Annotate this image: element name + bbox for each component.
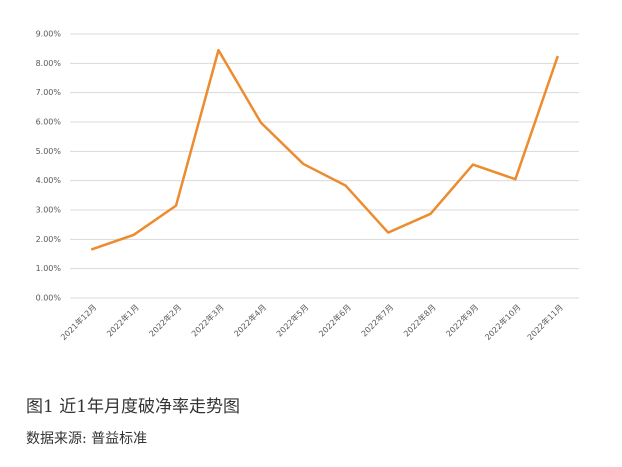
source: 数据来源: 普益标准 [26,431,148,447]
x-tick-label: 2022年2月 [147,302,183,338]
y-tick-label: 6.00% [36,118,62,127]
x-tick-label: 2022年4月 [232,302,268,338]
y-tick-label: 9.00% [36,30,62,39]
x-tick-label: 2022年1月 [104,302,140,338]
y-tick-label: 8.00% [36,59,62,68]
y-tick-label: 2.00% [36,235,62,244]
x-tick-label: 2022年8月 [401,302,437,338]
y-tick-label: 4.00% [36,176,62,185]
x-tick-label: 2022年6月 [317,302,353,338]
x-tick-label: 2022年7月 [359,302,395,338]
y-tick-label: 0.00% [36,294,62,303]
x-tick-label: 2022年11月 [525,302,565,342]
y-tick-label: 7.00% [36,88,62,97]
x-tick-label: 2022年10月 [483,302,523,342]
x-tick-label: 2021年12月 [58,302,98,342]
x-tick-label: 2022年5月 [274,302,310,338]
x-tick-label: 2022年3月 [189,302,225,338]
line [90,48,559,251]
x-tick-label: 2022年9月 [444,302,480,338]
y-tick-label: 5.00% [36,147,62,156]
y-tick-label: 3.00% [36,206,62,215]
chart: 0.00% 1.00% 2.00% 3.00% 4.00% 5.00% 6.00% 7.00%… [36,30,579,342]
caption: 图1 近1年月度破净率走势图 [26,397,241,417]
y-tick-label: 1.00% [36,264,62,273]
